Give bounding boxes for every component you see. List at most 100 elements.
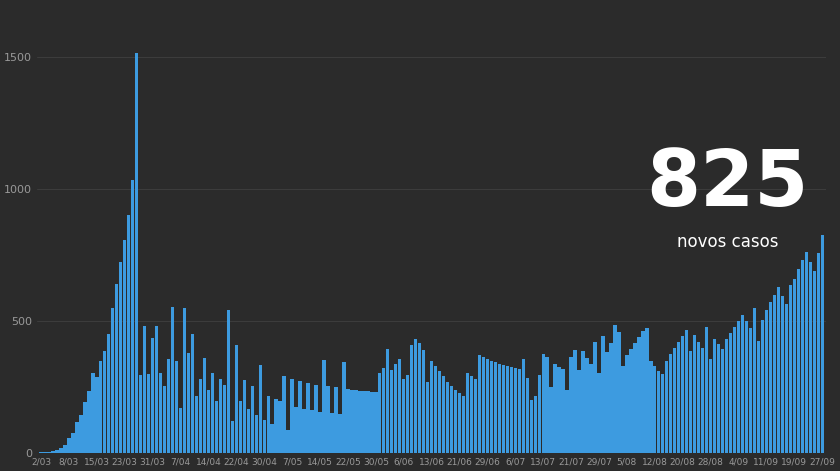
Bar [195, 396, 198, 453]
Bar [737, 321, 740, 453]
Bar [123, 240, 126, 453]
Bar [446, 382, 449, 453]
Bar [334, 388, 338, 453]
Bar [625, 355, 628, 453]
Bar [590, 364, 593, 453]
Bar [689, 350, 692, 453]
Bar [171, 307, 174, 453]
Bar [577, 370, 580, 453]
Bar [430, 361, 433, 453]
Bar [266, 396, 270, 453]
Bar [785, 303, 788, 453]
Bar [729, 333, 732, 453]
Bar [202, 358, 206, 453]
Bar [418, 343, 422, 453]
Bar [107, 333, 111, 453]
Bar [757, 341, 760, 453]
Bar [398, 359, 402, 453]
Bar [777, 287, 780, 453]
Bar [346, 390, 349, 453]
Bar [481, 357, 486, 453]
Bar [63, 445, 66, 453]
Bar [318, 412, 322, 453]
Bar [99, 361, 102, 453]
Bar [366, 391, 370, 453]
Bar [362, 391, 365, 453]
Bar [239, 401, 242, 453]
Bar [821, 235, 824, 453]
Bar [513, 368, 517, 453]
Bar [422, 350, 425, 453]
Bar [597, 373, 601, 453]
Bar [497, 364, 501, 453]
Bar [581, 351, 585, 453]
Bar [613, 325, 617, 453]
Bar [654, 366, 657, 453]
Bar [95, 377, 98, 453]
Bar [638, 337, 641, 453]
Bar [458, 393, 461, 453]
Bar [450, 386, 454, 453]
Text: 825: 825 [647, 146, 809, 222]
Bar [554, 364, 557, 453]
Bar [67, 438, 71, 453]
Bar [657, 371, 660, 453]
Bar [339, 414, 342, 453]
Bar [593, 342, 596, 453]
Bar [294, 406, 298, 453]
Bar [199, 379, 202, 453]
Bar [218, 379, 222, 453]
Bar [609, 343, 612, 453]
Bar [490, 361, 493, 453]
Bar [549, 388, 553, 453]
Bar [47, 452, 50, 453]
Bar [259, 365, 262, 453]
Bar [812, 271, 816, 453]
Bar [801, 260, 804, 453]
Bar [780, 296, 784, 453]
Bar [494, 362, 497, 453]
Bar [71, 433, 75, 453]
Bar [139, 375, 142, 453]
Bar [545, 357, 549, 453]
Bar [745, 322, 748, 453]
Bar [705, 327, 708, 453]
Bar [227, 310, 230, 453]
Bar [434, 366, 438, 453]
Bar [179, 408, 182, 453]
Bar [151, 338, 155, 453]
Bar [250, 386, 254, 453]
Bar [466, 373, 470, 453]
Bar [79, 415, 82, 453]
Bar [685, 330, 689, 453]
Bar [183, 308, 186, 453]
Bar [414, 339, 417, 453]
Bar [307, 383, 310, 453]
Bar [748, 328, 752, 453]
Bar [394, 364, 397, 453]
Bar [406, 375, 409, 453]
Bar [426, 382, 429, 453]
Bar [191, 333, 194, 453]
Bar [816, 253, 820, 453]
Bar [533, 396, 537, 453]
Bar [486, 359, 489, 453]
Bar [167, 359, 171, 453]
Bar [673, 348, 676, 453]
Bar [83, 402, 87, 453]
Bar [270, 424, 274, 453]
Bar [175, 361, 178, 453]
Bar [517, 369, 521, 453]
Bar [60, 448, 63, 453]
Bar [286, 430, 290, 453]
Bar [645, 327, 648, 453]
Bar [570, 357, 573, 453]
Bar [796, 269, 800, 453]
Bar [119, 262, 123, 453]
Bar [677, 342, 680, 453]
Bar [231, 421, 234, 453]
Bar [741, 316, 744, 453]
Bar [501, 365, 505, 453]
Bar [310, 410, 313, 453]
Bar [55, 449, 59, 453]
